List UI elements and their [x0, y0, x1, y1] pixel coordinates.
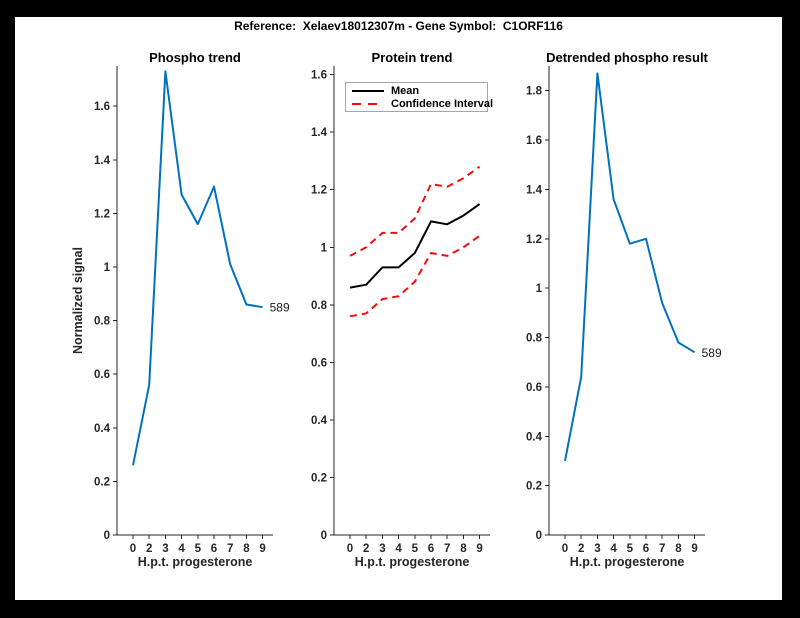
y-tick-label: 0.2: [94, 476, 110, 488]
x-tick-label: 7: [659, 543, 665, 555]
legend-row-confidence-interval: Confidence Interval: [346, 97, 493, 110]
y-tick-label: 0.2: [526, 481, 542, 493]
series-line-0: [132, 70, 263, 466]
x-tick-label: 3: [379, 543, 385, 555]
y-tick-label: 1.6: [526, 135, 542, 147]
x-tick-label: 8: [460, 543, 467, 555]
figure-title: Reference: Xelaev18012307m - Gene Symbol…: [234, 19, 563, 33]
x-tick-label: 2: [578, 543, 584, 555]
figure-canvas: Reference: Xelaev18012307m - Gene Symbol…: [15, 17, 782, 600]
x-axis-label: H.p.t. progesterone: [137, 555, 253, 569]
x-tick-label: 5: [412, 543, 419, 555]
x-tick-label: 8: [675, 543, 682, 555]
protein-trend-chart: 00.20.40.60.811.21.41.60 2 3 4 5 6 7 8 9: [311, 66, 490, 555]
y-tick-label: 0.4: [526, 431, 543, 443]
x-tick-label: 7: [444, 543, 450, 555]
y-tick-label: 1.4: [311, 127, 328, 139]
y-tick-label: 1.2: [311, 185, 327, 197]
y-tick-label: 1.4: [94, 155, 111, 167]
y-tick-label: 1: [536, 283, 543, 295]
x-tick-label: 2: [146, 543, 152, 555]
mean-line-sample-icon: [352, 89, 384, 92]
y-tick-label: 0.8: [311, 300, 328, 312]
x-tick-label: 8: [243, 543, 250, 555]
y-tick-label: 0.6: [311, 357, 327, 369]
y-tick-label: 0.4: [94, 423, 111, 435]
y-tick-label: 1.2: [94, 208, 110, 220]
x-tick-label: 6: [643, 543, 649, 555]
x-tick-label: 0: [130, 543, 136, 555]
x-tick-label: 6: [428, 543, 434, 555]
y-tick-label: 1.4: [526, 184, 543, 196]
x-tick-label: 9: [259, 543, 265, 555]
y-tick-label: 0.8: [526, 333, 543, 345]
x-tick-label: 9: [691, 543, 697, 555]
y-tick-label: 0.4: [311, 415, 328, 427]
y-tick-label: 1.2: [526, 234, 542, 246]
x-tick-label: 4: [610, 543, 617, 555]
y-tick-label: 0.6: [526, 382, 542, 394]
y-tick-label: 1.8: [526, 86, 543, 98]
legend: Mean Confidence Interval: [345, 82, 493, 112]
legend-row-mean: Mean: [346, 84, 487, 97]
x-tick-label: 4: [395, 543, 402, 555]
plot-title: Detrended phospho result: [546, 50, 708, 65]
plot-title: Phospho trend: [149, 50, 241, 65]
legend-label-confidence-interval: Confidence Interval: [391, 97, 494, 110]
x-tick-label: 4: [178, 543, 185, 555]
series-end-label: 589: [270, 301, 290, 315]
series-line-1: [349, 165, 481, 257]
x-tick-label: 3: [162, 543, 168, 555]
ci-line-sample-icon: [352, 102, 384, 105]
y-tick-label: 1: [104, 262, 111, 274]
series-end-label: 589: [702, 346, 722, 360]
series-line-2: [349, 234, 481, 318]
x-tick-label: 0: [562, 543, 568, 555]
y-tick-label: 0.8: [94, 316, 111, 328]
legend-label-mean: Mean: [391, 84, 420, 97]
series-line-0: [564, 72, 696, 462]
y-tick-label: 0: [104, 530, 110, 542]
x-tick-label: 2: [363, 543, 369, 555]
y-tick-label: 0.2: [311, 472, 327, 484]
y-tick-label: 0.6: [94, 369, 110, 381]
x-axis-label: H.p.t. progesterone: [354, 555, 470, 569]
y-tick-label: 0: [536, 530, 542, 542]
y-tick-label: 1: [321, 242, 328, 254]
x-tick-label: 0: [347, 543, 353, 555]
x-tick-label: 9: [476, 543, 482, 555]
y-tick-label: 1.6: [94, 101, 110, 113]
y-tick-label: 1.6: [311, 70, 327, 82]
x-axis-label: H.p.t. progesterone: [569, 555, 685, 569]
x-tick-label: 7: [227, 543, 233, 555]
x-tick-label: 5: [195, 543, 202, 555]
x-tick-label: 6: [211, 543, 217, 555]
x-tick-label: 5: [627, 543, 634, 555]
series-line-0: [349, 203, 481, 289]
x-tick-label: 3: [594, 543, 600, 555]
plot-title: Protein trend: [371, 50, 453, 65]
y-tick-label: 0: [321, 530, 327, 542]
